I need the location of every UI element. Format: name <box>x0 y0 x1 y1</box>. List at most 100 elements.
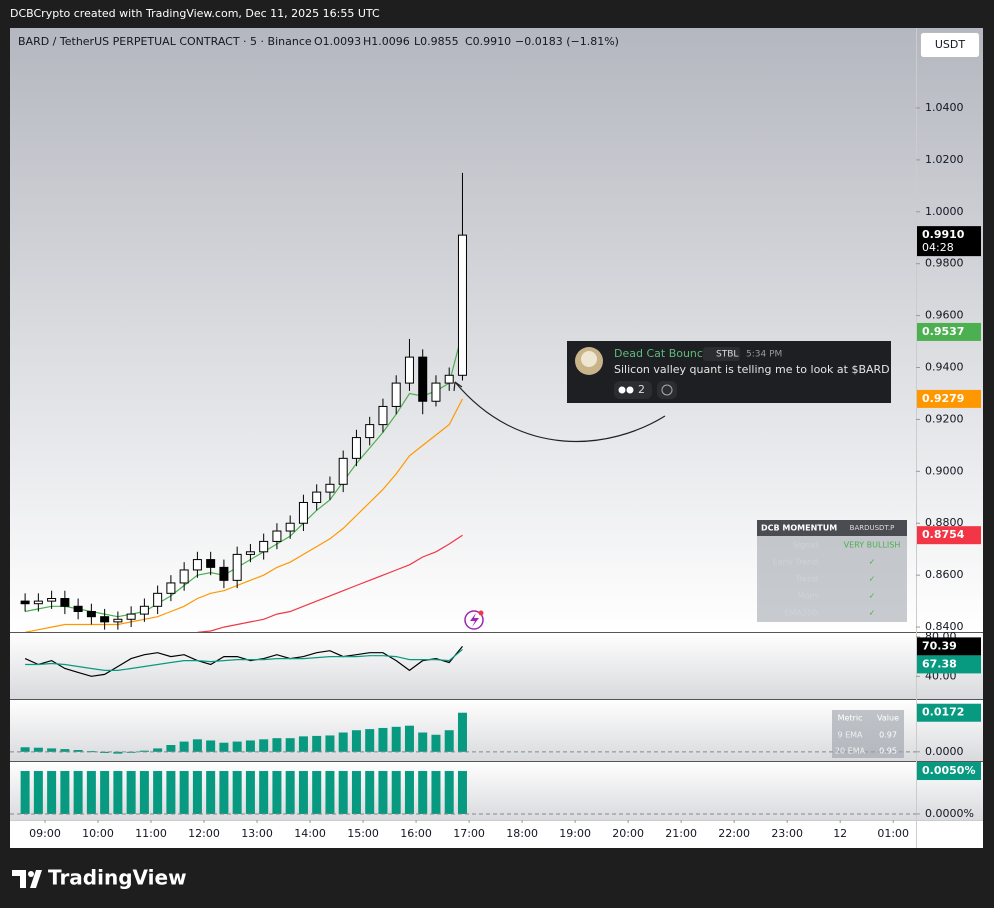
bar <box>60 771 70 814</box>
bar <box>312 735 322 752</box>
candle-body <box>179 569 189 584</box>
bar <box>153 771 163 814</box>
legend-change: −0.0183 (−1.81%) <box>515 35 619 48</box>
message-text: Silicon valley quant is telling me to lo… <box>614 363 890 376</box>
chat-message: Dead Cat Bounce STBL 5:34 PM Silicon val… <box>567 341 891 403</box>
avatar-face <box>581 351 597 367</box>
bar <box>47 748 57 752</box>
candle-body <box>232 553 242 581</box>
x-tick-label: 13:00 <box>241 827 273 840</box>
candle-body <box>285 522 295 532</box>
bar <box>139 750 149 752</box>
alert-bolt <box>470 613 479 627</box>
candle-body <box>444 374 454 384</box>
bar <box>219 771 229 814</box>
bar <box>338 732 348 752</box>
series-line <box>25 648 463 671</box>
series-line <box>197 534 463 632</box>
bar <box>206 740 216 752</box>
bar <box>391 771 401 814</box>
legend-high: H1.0096 <box>363 35 410 48</box>
bar <box>73 750 83 752</box>
y-tick-label: 0.9800 <box>925 257 964 270</box>
bar <box>179 771 189 814</box>
bar <box>113 751 123 754</box>
bar <box>219 742 229 752</box>
bar <box>139 771 149 814</box>
bar <box>20 747 30 752</box>
plot <box>24 646 463 677</box>
add-reaction[interactable] <box>657 381 677 399</box>
x-tick-label: 18:00 <box>506 827 538 840</box>
table-label: Signal: <box>793 541 820 550</box>
candle-body <box>325 483 335 493</box>
bar <box>444 730 454 752</box>
footer-logo: TradingView <box>48 866 187 890</box>
candle-body <box>404 356 414 384</box>
legend-symbol: BARD / TetherUS PERPETUAL CONTRACT · 5 ·… <box>18 35 312 48</box>
y-tick-label: 0.0000 <box>925 745 964 758</box>
metric-head: Metric <box>838 714 863 723</box>
bar <box>245 771 255 814</box>
bar <box>113 771 123 814</box>
legend-open: O1.0093 <box>314 35 361 48</box>
bar <box>404 725 414 752</box>
metric-cell: 9 EMA <box>837 731 863 740</box>
last-tag: 0.0172 <box>922 706 964 719</box>
x-tick-label: 22:00 <box>718 827 750 840</box>
table-bg <box>757 520 907 622</box>
x-tick-label: 12 <box>833 827 847 840</box>
candle-body <box>457 234 467 376</box>
bar <box>325 771 335 814</box>
table-value: ✓ <box>869 558 876 567</box>
series-last-tag: 67.38 <box>922 657 957 670</box>
bar <box>285 738 295 752</box>
countdown: 04:28 <box>922 241 954 254</box>
bar <box>272 738 282 752</box>
x-tick-label: 15:00 <box>347 827 379 840</box>
last-tag-bg <box>917 703 981 722</box>
x-tick-label: 19:00 <box>559 827 591 840</box>
arrow-head <box>453 381 463 392</box>
candle-body <box>351 437 361 459</box>
metric-cell: 20 EMA <box>835 747 866 756</box>
currency-label[interactable]: USDT <box>935 38 966 51</box>
legend-close: C0.9910 <box>465 35 511 48</box>
x-tick-label: 21:00 <box>665 827 697 840</box>
x-tick-label: 23:00 <box>771 827 803 840</box>
series-line <box>24 331 464 618</box>
message-time: 5:34 PM <box>746 350 782 360</box>
bar <box>206 771 216 814</box>
candle-body <box>391 382 401 407</box>
candle-body <box>312 491 322 503</box>
y-tick-label: 0.9400 <box>925 361 964 374</box>
bar <box>47 771 57 814</box>
smiley <box>661 384 673 396</box>
series-last-tag-bg <box>917 637 981 656</box>
series-last-tag-bg <box>917 322 981 341</box>
metric-bg <box>832 710 904 758</box>
bar <box>259 739 269 752</box>
metric-cell: 0.95 <box>879 747 897 756</box>
header-title: DCBCrypto created with TradingView.com, … <box>10 7 380 20</box>
currency-button[interactable] <box>920 32 980 58</box>
series-last-tag: 70.39 <box>922 639 957 652</box>
candle-body <box>245 551 255 555</box>
table-label: Mom: <box>798 592 820 601</box>
y-tick-label: 0.0000% <box>925 807 974 820</box>
table-label: Trend: <box>794 575 820 584</box>
alert-icon[interactable] <box>464 610 484 630</box>
series-line <box>24 398 464 632</box>
series-last-tag-bg <box>917 389 981 408</box>
candle-body <box>86 610 96 618</box>
bar <box>325 735 335 752</box>
candle-body <box>298 501 308 524</box>
bar <box>100 771 110 814</box>
candle-body <box>126 613 136 620</box>
y-tick-label: 0.9000 <box>925 464 964 477</box>
y-tick-label: 0.8400 <box>925 620 964 633</box>
table-value: ✓ <box>869 609 876 618</box>
bar <box>365 729 375 752</box>
